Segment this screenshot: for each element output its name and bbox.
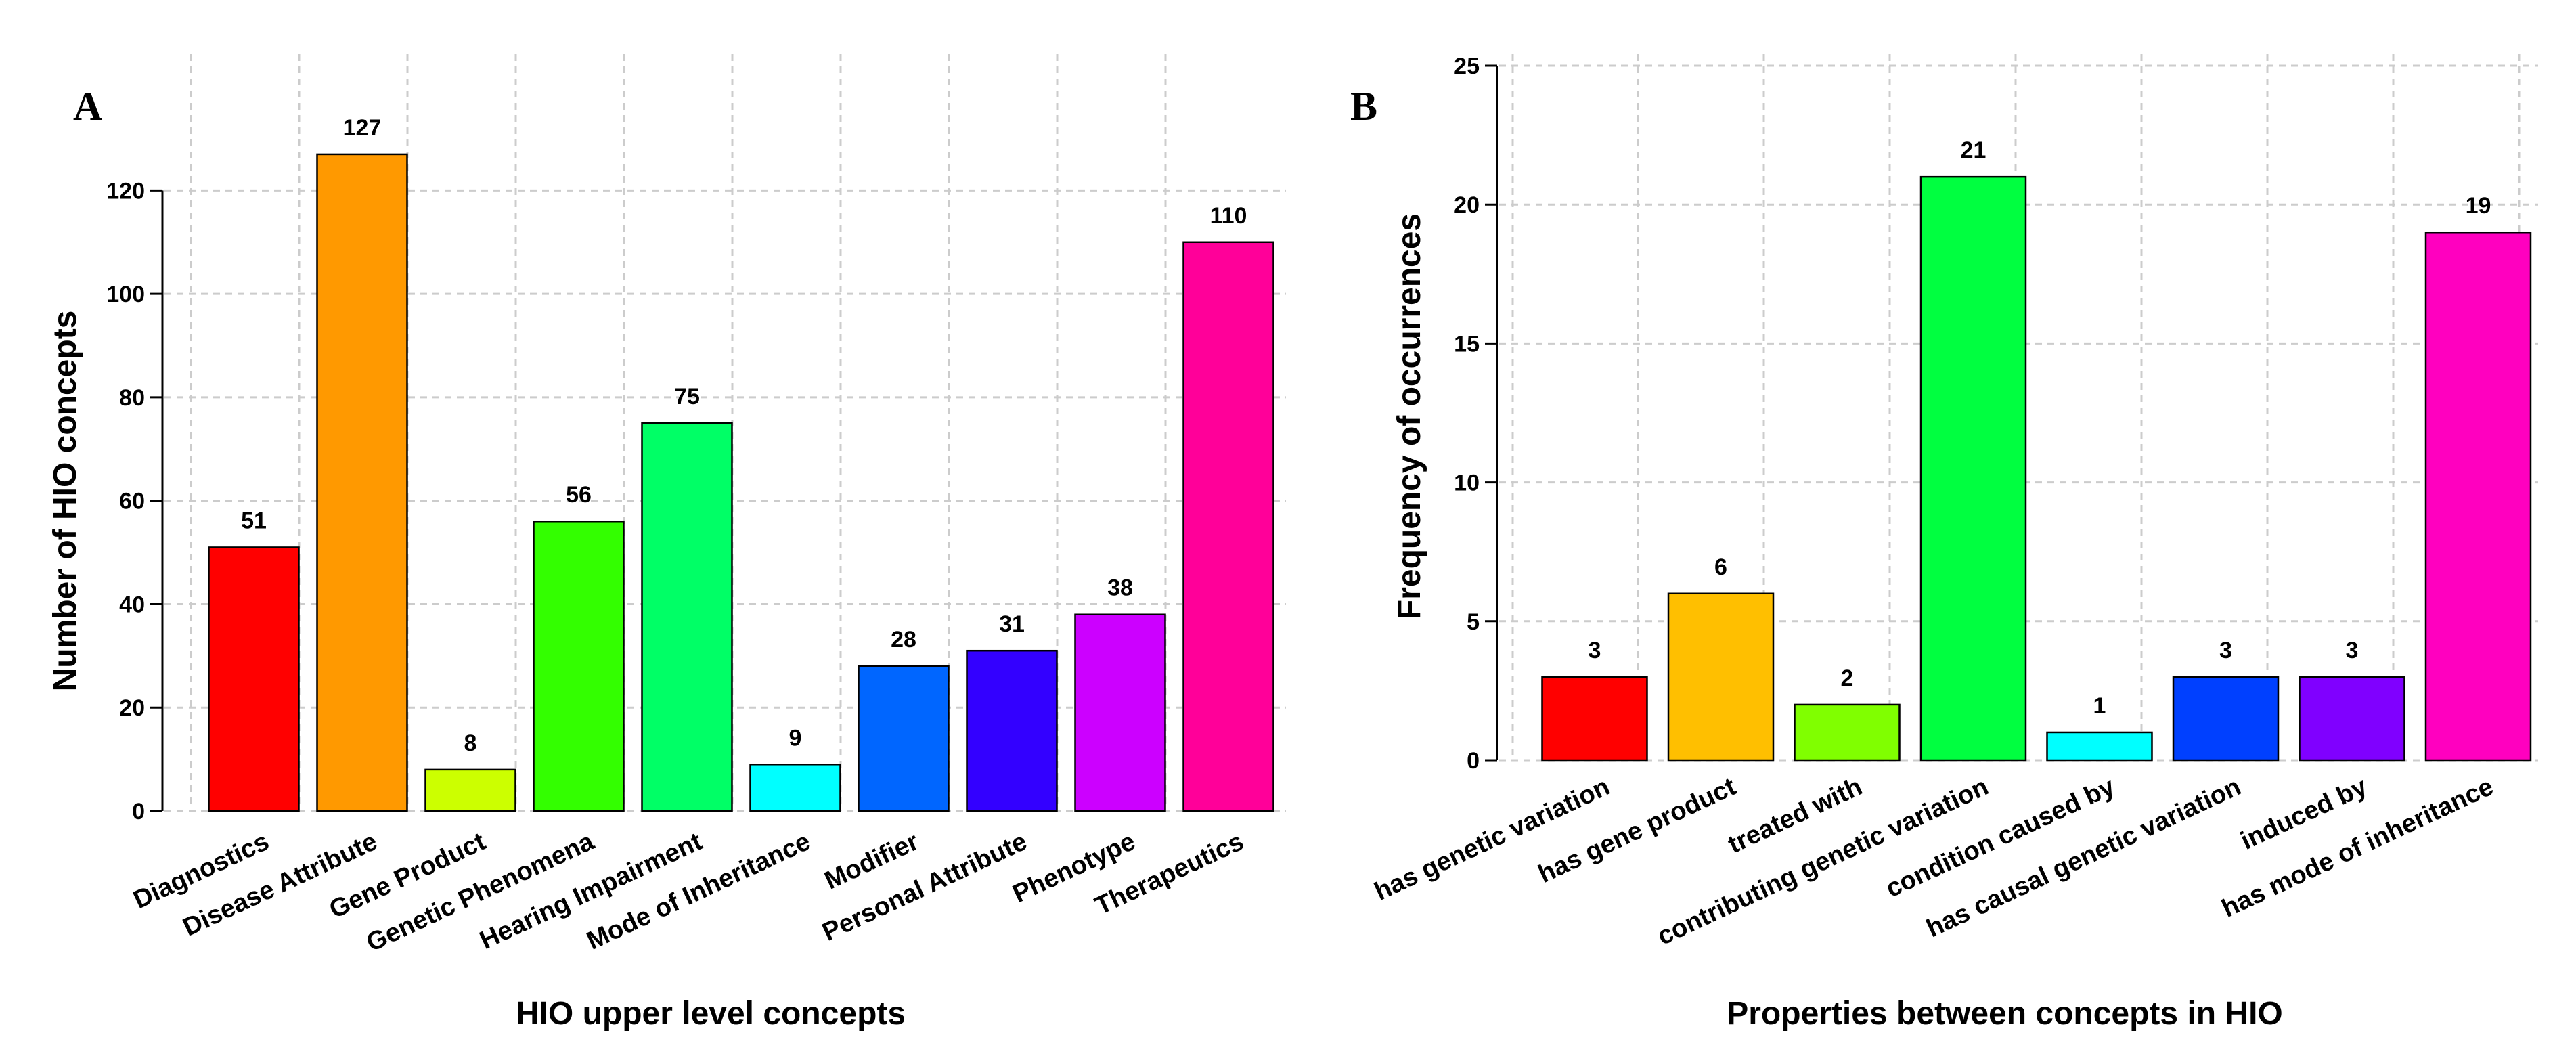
- data-label: 127: [343, 115, 382, 141]
- data-label: 56: [566, 482, 592, 508]
- y-axis-title-a: Number of HIO concepts: [47, 311, 83, 692]
- panel-label-b: B: [1350, 84, 1377, 129]
- y-tick-label: 10: [1454, 470, 1480, 496]
- bar: [1074, 613, 1166, 812]
- y-tick-label: 40: [119, 592, 145, 617]
- data-label: 38: [1107, 575, 1133, 601]
- y-tick-label: 100: [106, 282, 145, 307]
- bar: [1541, 676, 1648, 762]
- y-tick-label: 20: [119, 695, 145, 721]
- data-label: 110: [1210, 203, 1247, 229]
- data-label: 21: [1961, 137, 1986, 163]
- y-axis-title-b: Frequency of occurrences: [1392, 213, 1427, 619]
- bar: [2299, 676, 2405, 762]
- data-label: 28: [891, 627, 916, 653]
- y-tick-label: 120: [106, 178, 145, 204]
- x-tick-label: Personal Attribute: [818, 827, 1031, 947]
- bar: [316, 153, 408, 812]
- bar: [424, 768, 516, 812]
- bar: [1919, 175, 2027, 762]
- bars-b: [1541, 175, 2532, 762]
- bar: [2424, 231, 2532, 762]
- bar: [1182, 241, 1274, 812]
- data-label: 1: [2093, 693, 2106, 719]
- y-tick-label: 0: [1467, 748, 1480, 774]
- data-label: 8: [464, 730, 477, 756]
- data-label: 51: [241, 508, 267, 533]
- y-tick-label: 25: [1454, 53, 1480, 79]
- bar: [2172, 676, 2280, 762]
- bars-a: [208, 153, 1274, 812]
- data-labels-a: 51 127 8 56 75 9 28 31 38 110: [241, 115, 1247, 756]
- bar: [2046, 731, 2153, 762]
- data-labels-b: 3 6 2 21 1 3 3 19: [1589, 137, 2491, 719]
- data-label: 3: [1589, 638, 1601, 663]
- y-ticks-b: 0 5 10 15 20 25: [1454, 53, 1498, 774]
- bar: [858, 665, 950, 812]
- bar: [533, 520, 625, 812]
- x-axis-title-a: HIO upper level concepts: [516, 996, 906, 1032]
- bar: [208, 546, 300, 812]
- bar: [749, 764, 841, 812]
- chart-panel-b: B 0 5 10 15 20 25 3 6 2 21 1 3 3 19 has genetic vari…: [1350, 53, 2538, 1032]
- data-label: 9: [789, 725, 802, 751]
- bar: [966, 649, 1058, 812]
- bar: [1794, 703, 1901, 762]
- y-tick-label: 0: [132, 799, 145, 824]
- data-label: 75: [674, 384, 700, 410]
- bar: [641, 422, 733, 812]
- y-ticks-a: 0 20 40 60 80 100 120: [106, 178, 164, 824]
- x-tick-label: has genetic variation: [1370, 772, 1614, 906]
- data-label: 6: [1714, 554, 1727, 580]
- y-tick-label: 5: [1467, 609, 1480, 635]
- x-axis-title-b: Properties between concepts in HIO: [1727, 996, 2283, 1032]
- data-label: 31: [999, 611, 1025, 637]
- y-tick-label: 20: [1454, 192, 1480, 218]
- bar: [1667, 592, 1775, 762]
- data-label: 19: [2466, 193, 2491, 219]
- y-tick-label: 15: [1454, 331, 1480, 357]
- panel-label-a: A: [73, 84, 102, 129]
- data-label: 2: [1841, 665, 1854, 691]
- y-tick-label: 80: [119, 385, 145, 411]
- chart-panel-a: A 0 20 40 60 80 100 120 51 127 8 56 75 9 28 31 38 110 D…: [47, 54, 1286, 1032]
- data-label: 3: [2346, 638, 2359, 663]
- y-tick-label: 60: [119, 489, 145, 514]
- data-label: 3: [2219, 638, 2232, 663]
- x-tick-label: Disease Attribute: [179, 827, 382, 942]
